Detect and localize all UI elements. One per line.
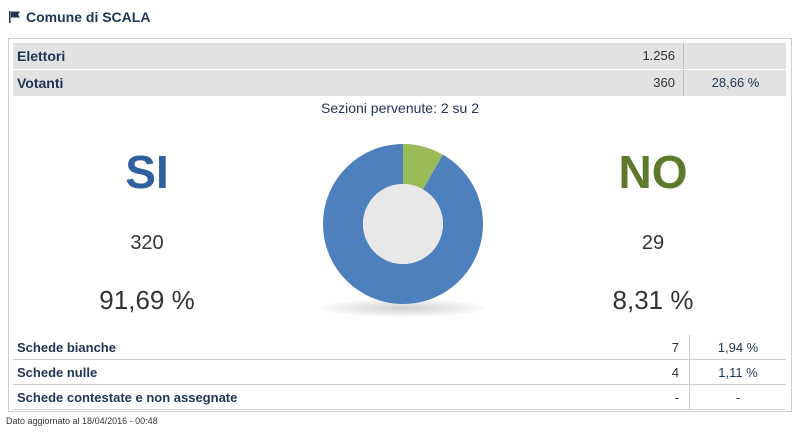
- schede-bianche-percent: 1,94 %: [689, 335, 786, 360]
- elettori-value: 1.256: [642, 48, 675, 63]
- donut-chart: [312, 129, 494, 319]
- donut-svg: [323, 144, 483, 304]
- last-updated: Dato aggiornato al 18/04/2016 - 00:48: [6, 416, 158, 426]
- elettori-label: Elettori: [17, 48, 66, 64]
- votanti-label: Votanti: [17, 75, 64, 91]
- table-row: Schede bianche 7 1,94 %: [13, 335, 786, 360]
- no-percent: 8,31 %: [612, 285, 694, 315]
- schede-nulle-label: Schede nulle: [13, 359, 517, 385]
- results-panel: Elettori 1.256 Votanti 360 28,66 % Sezio…: [8, 38, 792, 412]
- schede-bianche-value: 7: [517, 335, 690, 360]
- chart-shadow: [321, 299, 485, 317]
- sezioni-pervenute: Sezioni pervenute: 2 su 2: [321, 100, 479, 116]
- schede-nulle-percent: 1,11 %: [689, 359, 786, 385]
- si-label: SI: [125, 146, 169, 198]
- si-votes: 320: [130, 232, 164, 254]
- donut-slice-no: [403, 144, 443, 190]
- schede-nulle-value: 4: [517, 359, 690, 385]
- elettori-percent-cell: [683, 43, 787, 69]
- schede-contestate-value: -: [517, 384, 690, 410]
- no-votes: 29: [641, 232, 665, 254]
- no-label: NO: [618, 146, 688, 198]
- schede-bianche-label: Schede bianche: [13, 335, 517, 360]
- schede-contestate-percent: -: [689, 384, 786, 410]
- elettori-row: Elettori 1.256: [13, 43, 786, 70]
- page-title: Comune di SCALA: [26, 9, 151, 25]
- flag-icon: [9, 11, 20, 23]
- si-percent: 91,69 %: [99, 285, 195, 315]
- donut-hole: [363, 184, 443, 264]
- page-header: Comune di SCALA: [8, 6, 150, 28]
- schede-contestate-label: Schede contestate e non assegnate: [13, 384, 517, 410]
- votanti-percent: 28,66 %: [683, 70, 787, 96]
- table-row: Schede contestate e non assegnate - -: [13, 384, 786, 410]
- votanti-value: 360: [653, 75, 675, 90]
- donut-slice-si: [323, 144, 483, 304]
- table-row: Schede nulle 4 1,11 %: [13, 359, 786, 385]
- schede-table: Schede bianche 7 1,94 % Schede nulle 4 1…: [13, 335, 786, 410]
- votanti-row: Votanti 360 28,66 %: [13, 70, 786, 96]
